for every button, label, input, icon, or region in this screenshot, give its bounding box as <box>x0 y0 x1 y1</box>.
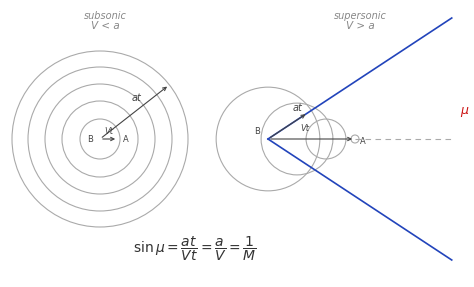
Text: B: B <box>87 135 93 144</box>
Text: $\sin\mu = \dfrac{at}{Vt} = \dfrac{a}{V} = \dfrac{1}{M}$: $\sin\mu = \dfrac{at}{Vt} = \dfrac{a}{V}… <box>133 235 257 263</box>
Text: Vt: Vt <box>104 127 113 136</box>
Text: A: A <box>123 135 129 144</box>
Text: A: A <box>360 137 366 146</box>
Text: subsonic: subsonic <box>83 11 127 21</box>
Text: at: at <box>293 103 303 113</box>
Text: V > a: V > a <box>346 21 374 31</box>
Text: B: B <box>254 127 260 137</box>
Text: Vt: Vt <box>300 124 309 133</box>
Text: $\mu$: $\mu$ <box>460 105 470 119</box>
Text: at: at <box>132 93 142 103</box>
Text: V < a: V < a <box>91 21 119 31</box>
Text: supersonic: supersonic <box>334 11 386 21</box>
